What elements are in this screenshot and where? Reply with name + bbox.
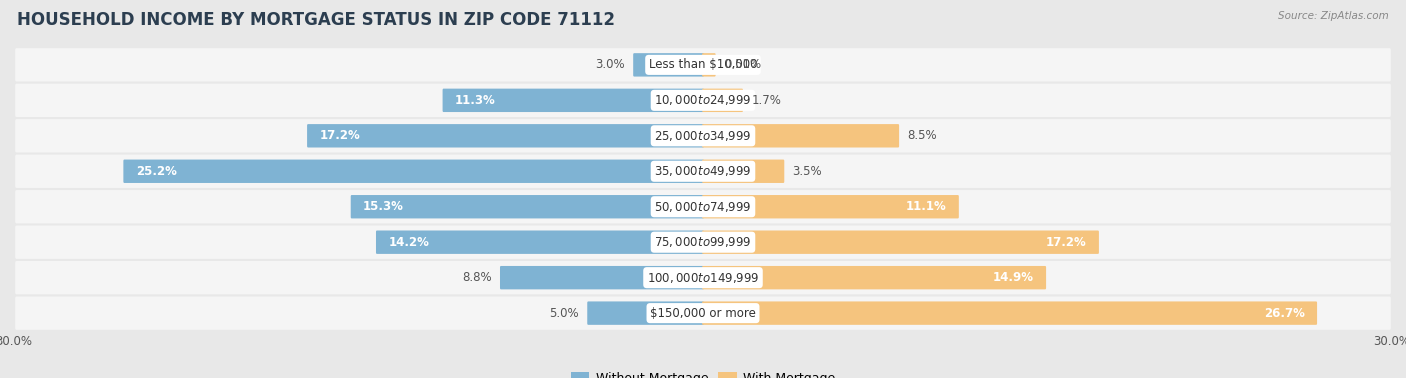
Text: 14.9%: 14.9% [993,271,1033,284]
FancyBboxPatch shape [702,266,1046,290]
FancyBboxPatch shape [15,190,1391,223]
Text: Source: ZipAtlas.com: Source: ZipAtlas.com [1278,11,1389,21]
FancyBboxPatch shape [124,160,704,183]
Text: 3.0%: 3.0% [595,58,624,71]
FancyBboxPatch shape [15,261,1391,294]
Legend: Without Mortgage, With Mortgage: Without Mortgage, With Mortgage [565,367,841,378]
FancyBboxPatch shape [702,88,742,112]
FancyBboxPatch shape [15,155,1391,188]
Text: 3.5%: 3.5% [793,165,823,178]
FancyBboxPatch shape [350,195,704,218]
Text: 15.3%: 15.3% [363,200,404,213]
Text: $100,000 to $149,999: $100,000 to $149,999 [647,271,759,285]
FancyBboxPatch shape [15,296,1391,330]
Text: $35,000 to $49,999: $35,000 to $49,999 [654,164,752,178]
FancyBboxPatch shape [702,124,898,147]
Text: 8.8%: 8.8% [463,271,492,284]
FancyBboxPatch shape [15,84,1391,117]
Text: 14.2%: 14.2% [388,236,429,249]
Text: 5.0%: 5.0% [550,307,579,320]
Text: 17.2%: 17.2% [319,129,360,142]
Text: 1.7%: 1.7% [751,94,782,107]
Text: $75,000 to $99,999: $75,000 to $99,999 [654,235,752,249]
FancyBboxPatch shape [307,124,704,147]
Text: 17.2%: 17.2% [1046,236,1087,249]
Text: $10,000 to $24,999: $10,000 to $24,999 [654,93,752,107]
FancyBboxPatch shape [702,53,716,77]
Text: $50,000 to $74,999: $50,000 to $74,999 [654,200,752,214]
Text: HOUSEHOLD INCOME BY MORTGAGE STATUS IN ZIP CODE 71112: HOUSEHOLD INCOME BY MORTGAGE STATUS IN Z… [17,11,614,29]
FancyBboxPatch shape [702,195,959,218]
Text: 26.7%: 26.7% [1264,307,1305,320]
FancyBboxPatch shape [702,160,785,183]
Text: 0.51%: 0.51% [724,58,761,71]
Text: 25.2%: 25.2% [136,165,177,178]
Text: $150,000 or more: $150,000 or more [650,307,756,320]
FancyBboxPatch shape [702,301,1317,325]
Text: 8.5%: 8.5% [907,129,936,142]
Text: 11.1%: 11.1% [905,200,946,213]
FancyBboxPatch shape [588,301,704,325]
FancyBboxPatch shape [633,53,704,77]
FancyBboxPatch shape [375,231,704,254]
Text: Less than $10,000: Less than $10,000 [648,58,758,71]
Text: 11.3%: 11.3% [456,94,496,107]
Text: $25,000 to $34,999: $25,000 to $34,999 [654,129,752,143]
FancyBboxPatch shape [15,119,1391,152]
FancyBboxPatch shape [501,266,704,290]
FancyBboxPatch shape [702,231,1099,254]
FancyBboxPatch shape [15,226,1391,259]
FancyBboxPatch shape [15,48,1391,82]
FancyBboxPatch shape [443,88,704,112]
